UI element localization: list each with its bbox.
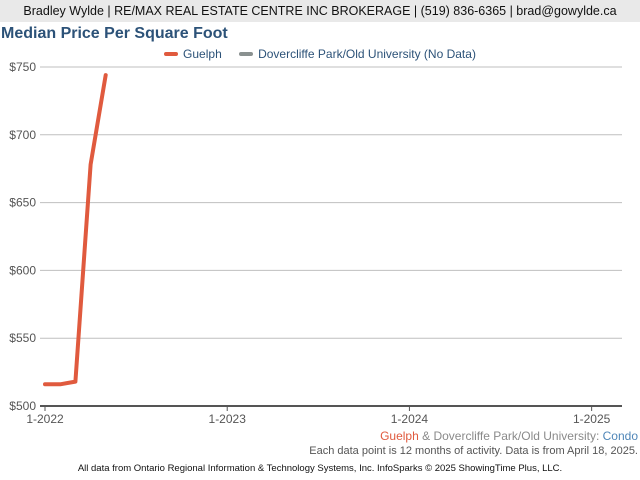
- y-tick-label: $600: [9, 263, 36, 277]
- y-tick-label: $550: [9, 331, 36, 345]
- y-tick-label: $700: [9, 128, 36, 142]
- axes: [40, 405, 622, 411]
- legend-swatch-guelph: [164, 52, 179, 56]
- y-tick-labels: $500 $550 $600 $650 $700 $750: [9, 60, 36, 413]
- x-tick-labels: 1-2022 1-2023 1-2024 1-2025: [26, 412, 610, 426]
- x-tick-label: 1-2024: [391, 412, 429, 426]
- footer-attribution: All data from Ontario Regional Informati…: [77, 463, 563, 474]
- series-lines: [43, 73, 108, 387]
- legend-item-guelph[interactable]: Guelph: [164, 47, 222, 61]
- y-tick-label: $500: [9, 399, 36, 413]
- x-tick-label: 1-2023: [209, 412, 247, 426]
- legend-label-guelph: Guelph: [183, 47, 222, 61]
- grid-lines: [40, 66, 622, 339]
- series-line-guelph[interactable]: [43, 73, 108, 387]
- x-tick-label: 1-2022: [26, 412, 64, 426]
- legend-item-dovercliffe[interactable]: Dovercliffe Park/Old University (No Data…: [239, 47, 476, 61]
- agent-header-bar: Bradley Wylde | RE/MAX REAL ESTATE CENTR…: [0, 0, 640, 22]
- chart-title: Median Price Per Square Foot: [1, 25, 228, 42]
- legend-label-dovercliffe: Dovercliffe Park/Old University (No Data…: [258, 47, 476, 61]
- footnote-ampersand: &: [418, 429, 434, 443]
- footnote-series-guelph: Guelph: [380, 429, 419, 443]
- y-tick-label: $650: [9, 196, 36, 210]
- footnote-series: Guelph & Dovercliffe Park/Old University…: [380, 429, 638, 443]
- footnote-category: Condo: [602, 429, 638, 443]
- agent-contact-text: Bradley Wylde | RE/MAX REAL ESTATE CENTR…: [23, 4, 617, 18]
- chart-legend: Guelph Dovercliffe Park/Old University (…: [0, 45, 640, 61]
- footnote-series-dovercliffe: Dovercliffe Park/Old University: [433, 429, 596, 443]
- legend-swatch-dovercliffe: [239, 52, 254, 56]
- x-tick-label: 1-2025: [573, 412, 611, 426]
- footnote-data-note: Each data point is 12 months of activity…: [309, 445, 638, 457]
- y-tick-label: $750: [9, 60, 36, 74]
- footnote-colon: :: [595, 429, 603, 443]
